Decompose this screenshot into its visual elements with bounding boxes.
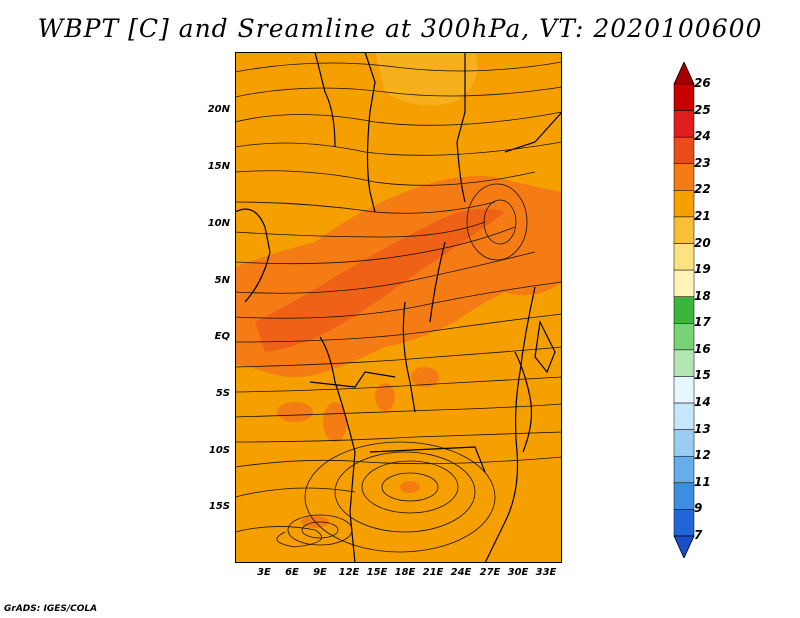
lon-label: 21E — [422, 567, 444, 578]
lat-label: 20N — [207, 104, 230, 115]
colorbar-label: 17 — [694, 315, 711, 330]
warm-patch — [375, 383, 395, 411]
lon-label: 15E — [366, 567, 388, 578]
warm-patch — [400, 481, 420, 493]
colorbar-label: 24 — [694, 129, 711, 144]
colorbar-swatch — [673, 190, 695, 218]
colorbar-label: 19 — [694, 262, 711, 277]
colorbar-label: 23 — [694, 155, 711, 170]
colorbar-swatch — [673, 402, 695, 430]
map-frame — [235, 52, 562, 563]
colorbar-swatch — [673, 429, 695, 457]
colorbar — [673, 62, 695, 558]
colorbar-label: 11 — [694, 474, 711, 489]
colorbar-swatch — [673, 136, 695, 165]
colorbar-label: 20 — [694, 235, 711, 250]
grads-credit: GrADS: IGES/COLA — [4, 604, 98, 614]
colorbar-swatch — [673, 376, 695, 404]
colorbar-bottom-arrow — [673, 535, 695, 558]
streamline-map — [235, 52, 562, 563]
colorbar-swatch — [673, 110, 695, 138]
warm-patch — [277, 402, 313, 422]
lon-label: 6E — [285, 567, 299, 578]
lat-label: 5S — [215, 388, 230, 399]
colorbar-swatch — [673, 296, 695, 324]
colorbar-swatch — [673, 216, 695, 244]
colorbar-swatch — [673, 269, 695, 297]
colorbar-label: 14 — [694, 395, 711, 410]
lon-label: 12E — [338, 567, 360, 578]
lon-label: 33E — [535, 567, 557, 578]
hot-core — [255, 208, 505, 352]
colorbar-swatch — [673, 349, 695, 377]
colorbar-label: 12 — [694, 448, 711, 463]
lat-label: 10N — [207, 218, 230, 229]
country-borders — [235, 52, 562, 563]
colorbar-swatch — [673, 509, 695, 537]
chart-title: WBPT [C] and Sreamline at 300hPa, VT: 20… — [37, 14, 763, 43]
streamlines — [235, 61, 562, 553]
colorbar-swatch — [673, 163, 695, 191]
lat-label: 10S — [208, 445, 230, 456]
colorbar-swatch — [673, 243, 695, 271]
lon-label: 27E — [479, 567, 501, 578]
colorbar-swatch — [673, 455, 695, 484]
lon-label: 24E — [450, 567, 472, 578]
colorbar-top-arrow — [673, 62, 695, 85]
colorbar-label: 15 — [694, 368, 711, 383]
lon-label: 9E — [313, 567, 327, 578]
lat-label: 5N — [214, 275, 230, 286]
lon-label: 18E — [394, 567, 416, 578]
lat-label: EQ — [214, 331, 230, 342]
colorbar-label: 21 — [694, 208, 711, 223]
lon-label: 3E — [257, 567, 271, 578]
colorbar-label: 25 — [694, 102, 711, 117]
warm-patch — [323, 402, 347, 442]
lon-label: 30E — [507, 567, 529, 578]
warm-patch — [411, 367, 439, 387]
colorbar-swatch — [673, 482, 695, 510]
lat-label: 15N — [207, 161, 230, 172]
cool-region — [375, 52, 478, 106]
colorbar-label: 7 — [694, 528, 703, 542]
colorbar-label: 13 — [694, 421, 711, 436]
colorbar-swatch — [673, 323, 695, 351]
colorbar-swatch — [673, 83, 695, 111]
colorbar-label: 9 — [694, 501, 703, 516]
colorbar-label: 26 — [694, 76, 711, 90]
colorbar-label: 22 — [694, 182, 711, 197]
lat-label: 15S — [208, 501, 230, 512]
colorbar-label: 18 — [694, 288, 711, 303]
colorbar-label: 16 — [694, 341, 711, 356]
